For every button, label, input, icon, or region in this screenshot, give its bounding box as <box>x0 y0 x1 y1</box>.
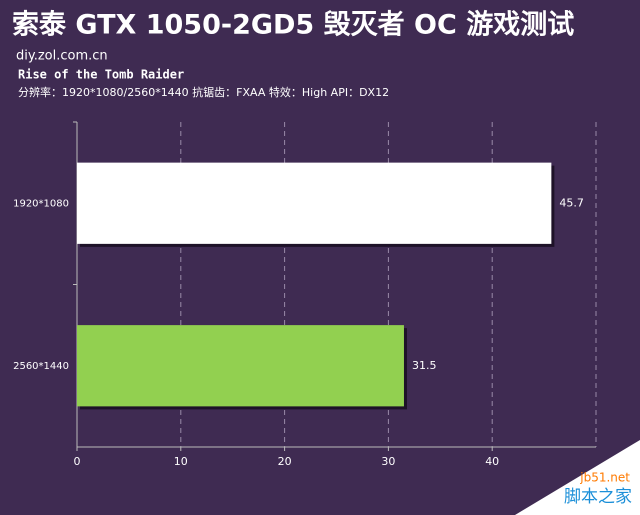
x-tick-label: 20 <box>278 455 292 468</box>
bar <box>77 162 552 244</box>
y-tick-label: 1920*1080 <box>13 198 69 209</box>
note: 分辨率：1920*1080/2560*1440 抗锯齿：FXAA 特效：High… <box>18 85 389 99</box>
value-label: 31.5 <box>412 359 437 372</box>
bar <box>77 325 404 407</box>
y-tick-label: 2560*1440 <box>13 361 69 372</box>
watermark-bg <box>515 440 640 515</box>
value-label: 45.7 <box>559 196 584 209</box>
x-tick-label: 10 <box>174 455 188 468</box>
x-tick-label: 30 <box>381 455 395 468</box>
watermark-name: 脚本之家 <box>564 487 632 507</box>
x-tick-label: 0 <box>74 455 81 468</box>
chart-title: 索泰 GTX 1050-2GD5 毁灭者 OC 游戏测试 <box>12 10 574 41</box>
subtitle: Rise of the Tomb Raider <box>18 68 184 82</box>
watermark: jb51.net 脚本之家 <box>515 440 640 515</box>
watermark-url: jb51.net <box>579 471 630 485</box>
source: diy.zol.com.cn <box>16 49 108 64</box>
x-tick-label: 40 <box>485 455 499 468</box>
